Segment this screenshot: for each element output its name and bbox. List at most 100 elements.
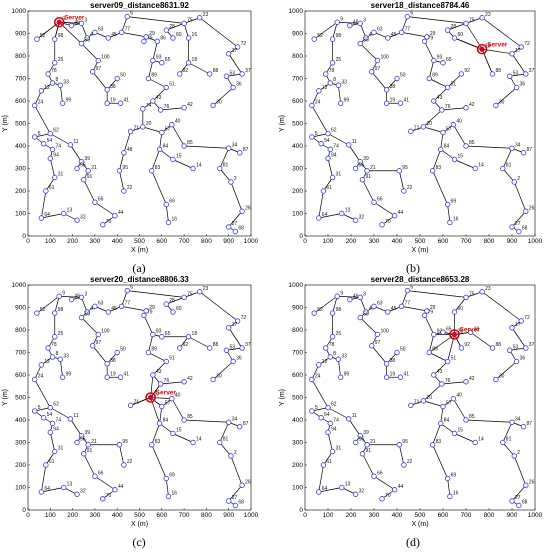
node-point — [523, 71, 529, 77]
node-point — [327, 420, 333, 427]
node-label: 40 — [456, 393, 462, 399]
node-point — [81, 177, 87, 183]
node-point — [74, 165, 80, 172]
node-label: 41 — [403, 97, 409, 103]
node-point — [34, 36, 40, 42]
node-point — [43, 188, 49, 194]
node-label: 97 — [375, 340, 381, 346]
node-label: 33 — [341, 353, 347, 359]
node-label: 66 — [377, 470, 383, 476]
node-point — [431, 372, 437, 378]
node-point — [163, 301, 169, 307]
node-point — [225, 325, 232, 331]
node-point — [118, 29, 125, 36]
node-label: 37 — [245, 342, 251, 348]
tree-edge — [313, 295, 338, 314]
node-label: 84 — [163, 417, 169, 423]
node-label: 18 — [474, 326, 480, 332]
node-point — [329, 174, 336, 181]
node-point — [318, 415, 324, 421]
node-point — [398, 29, 405, 36]
node-point — [396, 442, 402, 448]
x-tick-label: 700 — [461, 238, 472, 245]
node-label: 84 — [444, 417, 450, 423]
tree-edge — [502, 442, 515, 457]
tree-edge — [151, 149, 160, 171]
tree-edge — [337, 21, 361, 24]
chart-panel-4: 0 100 200 300 400 500 600 700 800 900 1000 0 100 200 3… — [279, 275, 543, 528]
tree-edge — [447, 478, 451, 497]
x-tick-label: 900 — [507, 238, 518, 245]
node-point — [451, 35, 458, 41]
node-label: 30 — [216, 100, 222, 106]
node-label: 5 — [38, 131, 41, 137]
tree-edge — [151, 170, 167, 205]
caption-a: (a) — [132, 261, 146, 275]
node-point — [124, 13, 130, 20]
node-point — [516, 502, 522, 509]
node-label: 20 — [426, 395, 432, 401]
node-label: 32 — [359, 488, 365, 494]
node-label: 59 — [85, 312, 91, 318]
node-label: 9 — [340, 16, 343, 22]
node-label: 8 — [333, 77, 336, 83]
tree-edge — [440, 132, 444, 150]
node-point — [335, 82, 342, 88]
node-point — [43, 462, 49, 468]
node-label: 59 — [363, 38, 369, 44]
tree-edge — [160, 107, 185, 111]
node-label: 32 — [80, 214, 86, 220]
node-label: 2 — [234, 450, 237, 456]
node-label: 16 — [453, 217, 459, 223]
node-point — [74, 217, 80, 223]
node-point — [493, 102, 499, 109]
node-label: 37 — [245, 68, 251, 74]
node-label: 47 — [369, 306, 375, 312]
node-label: 46 — [353, 20, 359, 26]
tree-edge — [151, 423, 160, 445]
node-label: 72 — [241, 315, 247, 321]
x-tick-label: 600 — [438, 512, 449, 519]
node-point — [463, 143, 469, 149]
node-label: 27 — [515, 221, 521, 227]
node-label: 77 — [125, 300, 131, 306]
node-point — [52, 310, 58, 316]
x-tick-label: 400 — [392, 238, 403, 245]
tree-edge — [41, 464, 47, 493]
node-label: 3 — [363, 17, 366, 23]
node-point — [472, 165, 478, 172]
node-point — [56, 293, 62, 299]
node-point — [52, 60, 58, 66]
node-point — [316, 88, 322, 94]
server-label: Server — [460, 327, 481, 334]
node-point — [439, 107, 445, 113]
node-point — [320, 188, 327, 194]
node-label: 44 — [118, 484, 124, 490]
node-point — [105, 35, 111, 41]
node-label: 76 — [164, 104, 170, 110]
node-label: 83 — [436, 165, 442, 171]
node-point — [89, 343, 96, 349]
node-point — [311, 310, 317, 316]
node-label: 65 — [165, 331, 171, 337]
node-label: 75 — [187, 291, 193, 297]
node-label: 6 — [130, 285, 133, 291]
node-label: 78 — [51, 68, 57, 74]
node-label: 28 — [451, 24, 457, 30]
node-label: 9 — [62, 290, 65, 296]
node-point — [323, 345, 329, 351]
y-tick-label: 900 — [15, 31, 26, 38]
tree-edge — [327, 407, 349, 420]
node-label: 93 — [156, 329, 162, 335]
node-label: 57 — [446, 401, 452, 407]
node-point — [84, 35, 90, 41]
node-point — [150, 331, 156, 338]
x-tick-label: 500 — [415, 238, 426, 245]
tree-edge — [34, 105, 51, 134]
node-point — [509, 325, 515, 331]
tree-edge — [151, 444, 167, 479]
node-label: 12 — [44, 85, 50, 91]
node-point — [392, 487, 398, 493]
node-label: 38 — [110, 358, 116, 364]
node-point — [47, 429, 53, 436]
